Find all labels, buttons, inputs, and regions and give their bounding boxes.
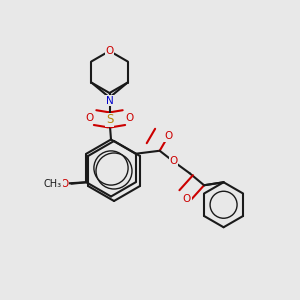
Text: O: O xyxy=(125,112,134,123)
Text: CH₃: CH₃ xyxy=(44,179,62,189)
Text: O: O xyxy=(164,131,172,141)
Text: N: N xyxy=(106,95,113,106)
Text: O: O xyxy=(169,156,177,166)
Text: S: S xyxy=(106,113,113,127)
Text: N: N xyxy=(106,95,113,106)
Text: O: O xyxy=(183,194,191,204)
Text: O: O xyxy=(60,179,68,189)
Text: O: O xyxy=(85,112,94,123)
Text: O: O xyxy=(105,46,114,56)
Text: O: O xyxy=(58,179,66,189)
